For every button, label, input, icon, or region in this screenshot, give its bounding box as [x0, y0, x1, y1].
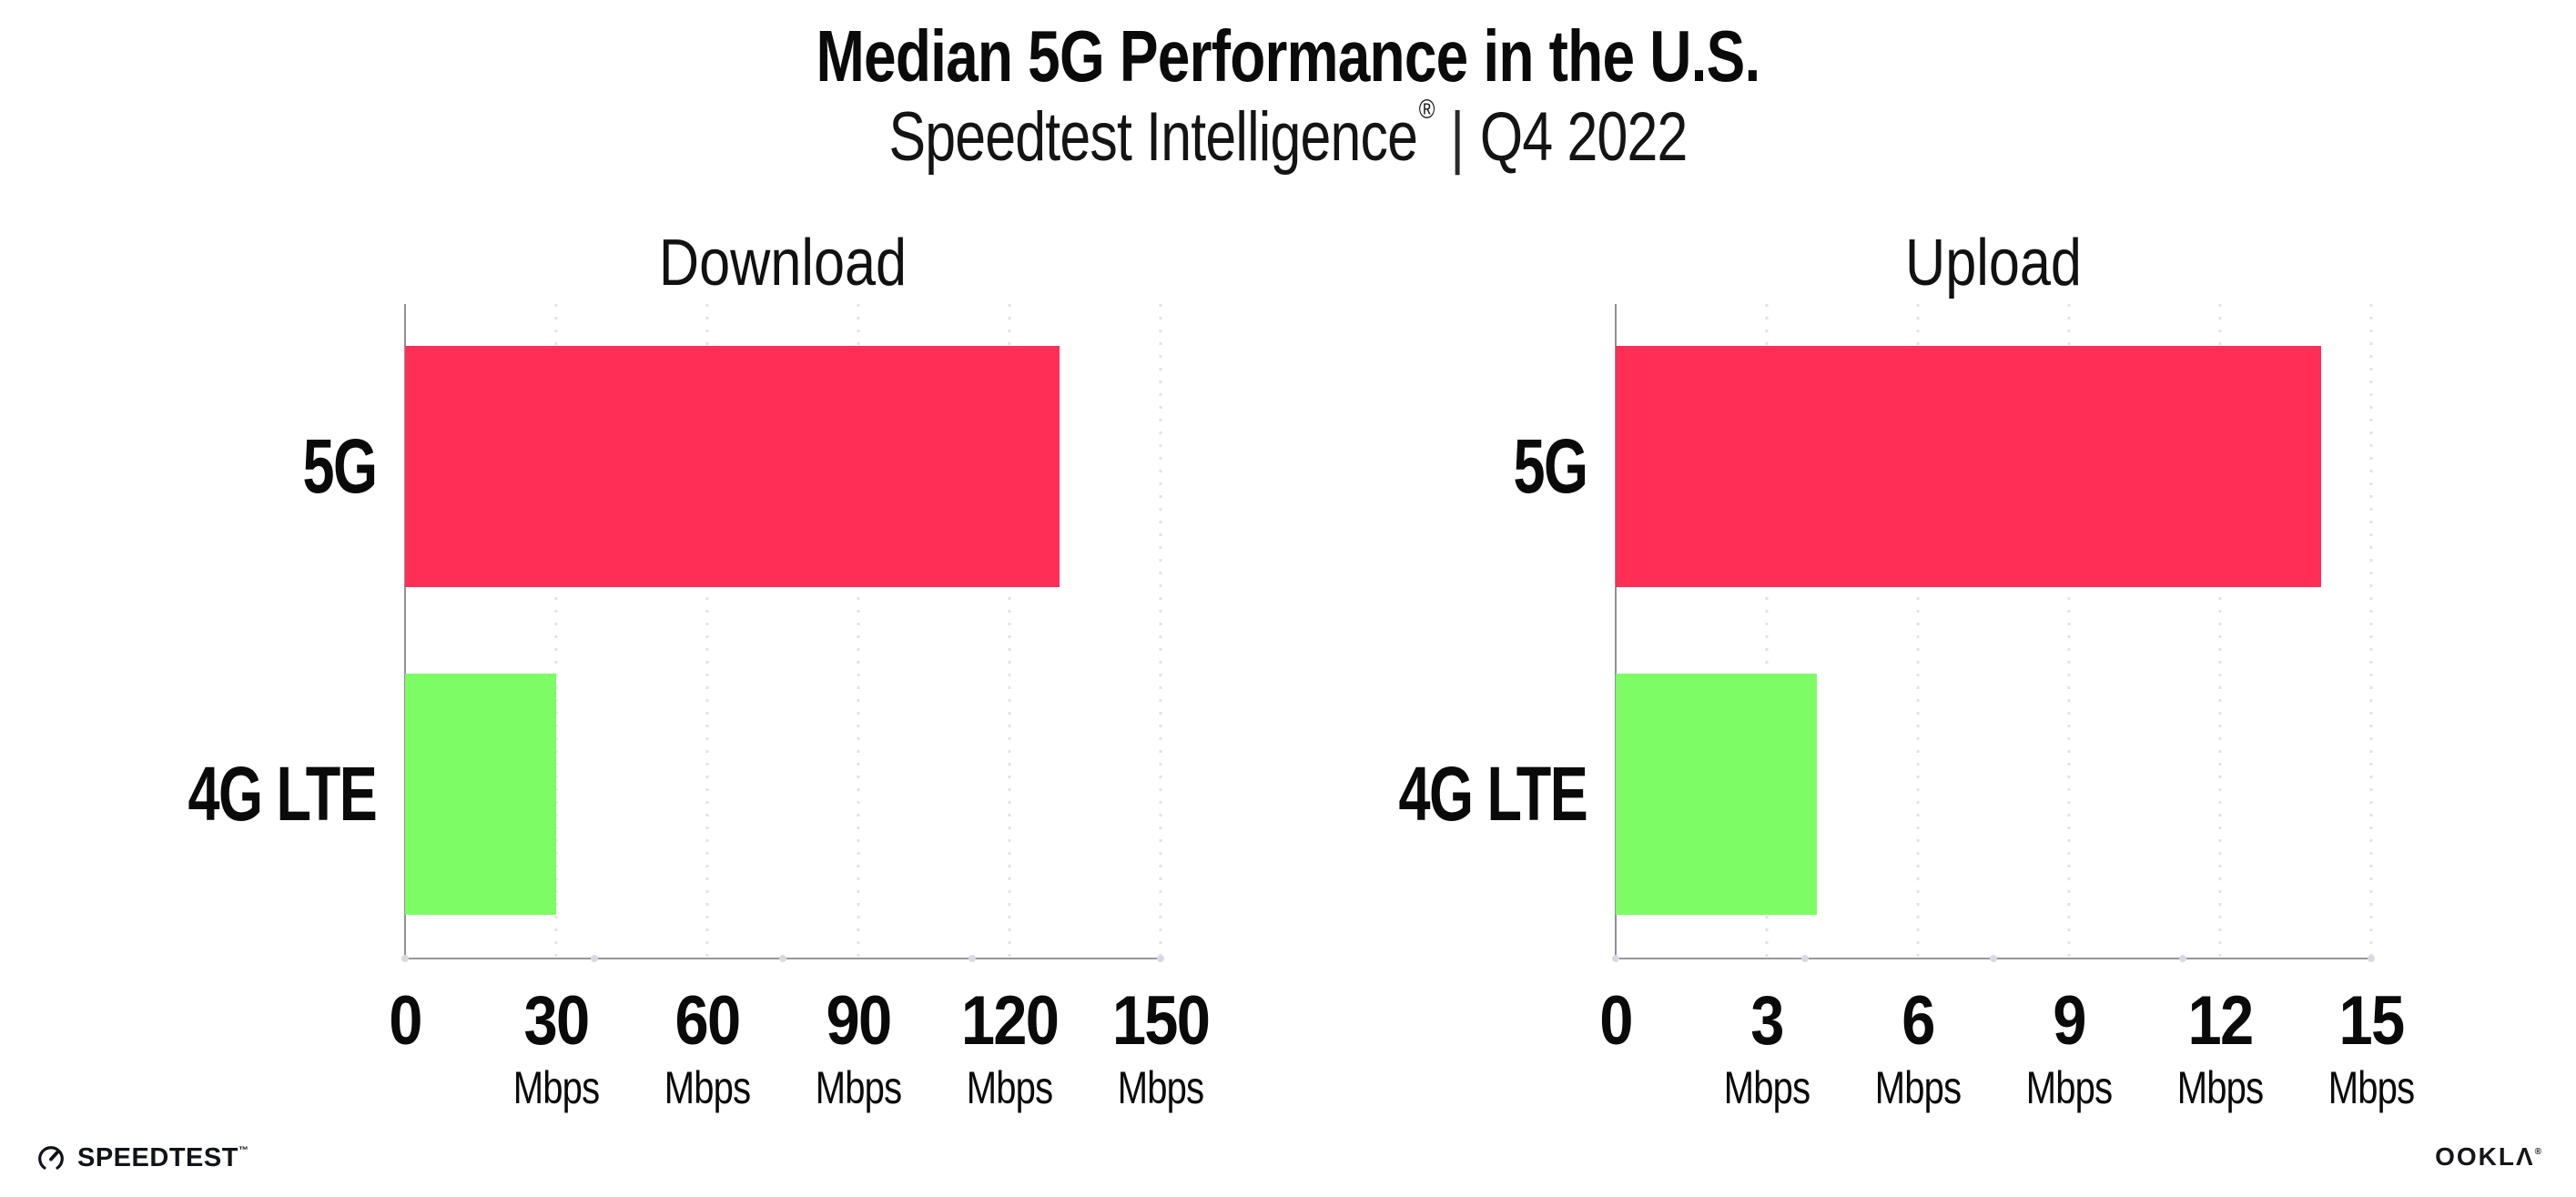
axis-dot-2 [779, 955, 786, 962]
gridline-120 [1008, 304, 1011, 958]
download-chart-title: Download [658, 227, 908, 299]
bar-4g-lte [405, 674, 556, 915]
registered-mark-icon: ® [2534, 1147, 2541, 1157]
x-tick-9: 9 Mbps [2015, 987, 2123, 1111]
trademark-icon: ™ [238, 1145, 249, 1156]
x-tick-value: 0 [1599, 982, 1633, 1060]
gridline-150 [1159, 304, 1162, 958]
y-axis-line [404, 304, 406, 958]
page-subtitle: Speedtest Intelligence® | Q4 2022 [258, 95, 2318, 177]
axis-dot-0 [1612, 955, 1619, 962]
x-tick-value: 60 [674, 982, 742, 1060]
speedtest-wordmark: SPEEDTEST™ [77, 1143, 249, 1172]
subtitle-period: Q4 2022 [1479, 98, 1688, 176]
bar-5g [1616, 346, 2321, 587]
gridline-3 [1765, 304, 1769, 958]
y-axis-line [1615, 304, 1617, 958]
category-label-5g: 5G [302, 423, 378, 509]
x-tick-unit: Mbps [664, 1062, 751, 1113]
axis-dot-0 [401, 955, 409, 962]
x-tick-90: 90 Mbps [805, 987, 912, 1111]
x-tick-unit: Mbps [2176, 1062, 2264, 1113]
gridline-9 [2067, 304, 2071, 958]
x-tick-30: 30 Mbps [502, 987, 610, 1111]
x-tick-value: 3 [1750, 982, 1784, 1060]
x-tick-unit: Mbps [2328, 1062, 2415, 1113]
download-chart: Download 5G 4G LTE 0 30 Mbps 60 Mbps 90 Mbps 120 M… [188, 227, 1211, 1111]
gridline-60 [705, 304, 709, 958]
subtitle-product: Speedtest Intelligence [888, 98, 1418, 176]
axis-dot-4 [2368, 955, 2375, 962]
bar-5g [405, 346, 1060, 587]
subtitle-separator: | [1450, 98, 1465, 176]
upload-chart-title: Upload [1905, 227, 2082, 299]
page-title: Median 5G Performance in the U.S. [816, 15, 1761, 96]
x-tick-value: 12 [2187, 982, 2255, 1060]
speedtest-gauge-icon [36, 1144, 66, 1173]
gridline-30 [554, 304, 558, 958]
x-tick-3: 3 Mbps [1713, 987, 1820, 1111]
x-tick-unit: Mbps [2025, 1062, 2113, 1113]
axis-dot-1 [590, 955, 598, 962]
category-label-4g-lte: 4G LTE [1398, 751, 1588, 837]
x-tick-value: 9 [2053, 982, 2086, 1060]
x-tick-12: 12 Mbps [2166, 987, 2274, 1111]
x-tick-120: 120 Mbps [955, 987, 1065, 1111]
axis-dot-3 [968, 955, 976, 962]
x-tick-150: 150 Mbps [1106, 987, 1216, 1111]
x-tick-unit: Mbps [1874, 1062, 1962, 1113]
x-tick-unit: Mbps [1723, 1062, 1810, 1113]
category-label-5g: 5G [1513, 423, 1588, 509]
x-tick-value: 15 [2338, 982, 2406, 1060]
x-tick-value: 6 [1902, 982, 1935, 1060]
x-tick-value: 120 [960, 982, 1060, 1060]
x-tick-unit: Mbps [512, 1062, 600, 1113]
x-tick-0: 0 [387, 987, 423, 1056]
gridline-90 [857, 304, 860, 958]
axis-dot-1 [1800, 955, 1809, 962]
category-label-4g-lte: 4G LTE [188, 751, 378, 837]
axis-dot-3 [2178, 955, 2186, 962]
x-tick-6: 6 Mbps [1864, 987, 1972, 1111]
ookla-logo: OOKLΛ® [2435, 1142, 2541, 1171]
x-tick-unit: Mbps [815, 1062, 902, 1113]
x-tick-15: 15 Mbps [2317, 987, 2425, 1111]
x-tick-unit: Mbps [966, 1062, 1053, 1113]
x-tick-value: 150 [1111, 982, 1211, 1060]
gridline-6 [1916, 304, 1920, 958]
axis-dot-2 [1990, 955, 1997, 962]
x-tick-value: 90 [826, 982, 893, 1060]
registered-mark-icon: ® [1418, 95, 1435, 125]
x-tick-unit: Mbps [1117, 1062, 1204, 1113]
speedtest-logo: SPEEDTEST™ [36, 1143, 248, 1173]
gridline-12 [2218, 304, 2222, 958]
upload-chart: Upload 5G 4G LTE 0 3 Mbps 6 Mbps 9 Mbps 12 Mbps 15 M… [1399, 227, 2415, 1111]
bar-4g-lte [1616, 674, 1818, 915]
x-tick-60: 60 Mbps [654, 987, 761, 1111]
axis-dot-4 [1157, 955, 1164, 962]
gridline-15 [2369, 304, 2373, 958]
x-tick-0: 0 [1597, 987, 1634, 1056]
x-tick-value: 0 [389, 982, 422, 1060]
x-tick-value: 30 [523, 982, 591, 1060]
